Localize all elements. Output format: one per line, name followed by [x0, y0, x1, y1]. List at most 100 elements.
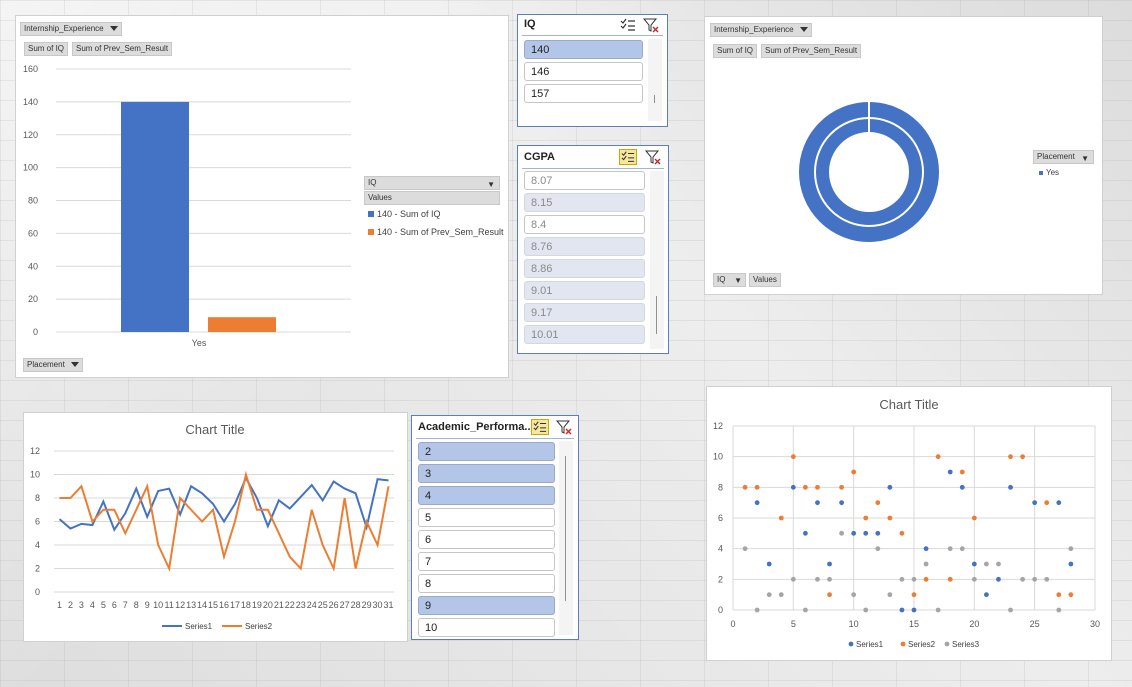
slicer-scrollbar[interactable] — [559, 441, 573, 635]
data-point — [899, 576, 905, 582]
slicer-item[interactable]: 8 — [418, 574, 555, 593]
data-point — [984, 592, 989, 598]
data-point — [827, 592, 832, 598]
data-point — [911, 607, 917, 613]
slicer-item[interactable]: 3 — [418, 464, 555, 483]
scatter-chart[interactable]: Chart Title 0 2 4 6 8 10 12 0 5 10 15 20 25 30 Series1… — [706, 386, 1112, 661]
x-tick-label: 13 — [186, 600, 196, 610]
value-button-sum-iq[interactable]: Sum of IQ — [24, 42, 69, 56]
slicer-item[interactable]: 5 — [418, 508, 555, 527]
data-point — [851, 530, 857, 536]
clear-filter-icon[interactable] — [644, 149, 662, 165]
legend-swatch — [1039, 170, 1043, 175]
data-point — [803, 484, 808, 490]
data-point — [947, 469, 953, 475]
scrollbar-thumb[interactable] — [654, 95, 655, 103]
slicer-item[interactable]: 2 — [418, 442, 555, 461]
data-point — [923, 546, 929, 552]
slicer-iq[interactable]: IQ 140 146 157 — [517, 14, 668, 127]
multi-select-icon[interactable] — [531, 419, 549, 435]
x-tick-label: 5 — [101, 600, 106, 610]
slicer-item[interactable]: 10 — [418, 618, 555, 637]
x-tick-label: 20 — [263, 600, 273, 610]
data-point — [959, 484, 965, 490]
scrollbar-thumb[interactable] — [656, 296, 657, 334]
x-tick-label: 15 — [208, 600, 218, 610]
slicer-item[interactable]: 140 — [524, 40, 643, 59]
filter-button-internship-experience[interactable]: Internship_Experience — [710, 23, 812, 37]
legend-field-placement[interactable]: Placement ▼ — [1033, 150, 1094, 164]
data-point — [803, 530, 808, 536]
axis-button-placement[interactable]: Placement — [23, 358, 83, 372]
x-tick-label: 18 — [241, 600, 251, 610]
y-tick-label: 160 — [23, 64, 38, 74]
y-tick-label: 120 — [23, 130, 38, 140]
slicer-item[interactable]: 8.15 — [524, 193, 645, 212]
line-chart[interactable]: Chart Title 0 2 4 6 8 10 12 1 2 3 4 5 6 7 8 9 10 11 12 13 14… — [23, 412, 408, 642]
slicer-item[interactable]: 6 — [418, 530, 555, 549]
slicer-item[interactable]: 10.01 — [524, 325, 645, 344]
data-point — [959, 546, 965, 552]
legend-item: Yes — [1039, 168, 1059, 177]
legend-field-label: IQ — [368, 178, 377, 187]
data-point — [899, 607, 905, 613]
data-point — [971, 576, 977, 582]
slicer-item[interactable]: 146 — [524, 62, 643, 81]
slicer-item[interactable]: 9.17 — [524, 303, 645, 322]
x-tick-label: 20 — [969, 619, 979, 629]
data-point — [1056, 607, 1062, 613]
slicer-cgpa[interactable]: CGPA 8.07 8.15 8.4 8.76 8.86 9.01 9.17 1… — [517, 145, 669, 354]
slicer-item[interactable]: 8.07 — [524, 171, 645, 190]
slicer-item[interactable]: 8.4 — [524, 215, 645, 234]
multi-select-icon[interactable] — [619, 17, 637, 33]
clear-filter-icon[interactable] — [555, 419, 573, 435]
slicer-item[interactable]: 8.76 — [524, 237, 645, 256]
filter-dropdown-icon: ▼ — [734, 276, 742, 285]
slicer-item[interactable]: 157 — [524, 84, 643, 103]
clear-filter-icon[interactable] — [642, 17, 660, 33]
series-line — [59, 470, 390, 572]
dropdown-arrow-icon — [109, 26, 118, 32]
slicer-item[interactable]: 8.86 — [524, 259, 645, 278]
legend-field-iq[interactable]: IQ ▼ — [364, 176, 500, 190]
data-point — [887, 515, 893, 521]
pivot-bar-chart[interactable]: Internship_Experience Sum of IQ Sum of P… — [15, 15, 509, 378]
slicer-item[interactable]: 9.01 — [524, 281, 645, 300]
value-button-sum-prev-sem[interactable]: Sum of Prev_Sem_Result — [72, 42, 173, 56]
x-tick-label: 6 — [112, 600, 117, 610]
slicer-divider — [522, 35, 663, 36]
axis-button-iq[interactable]: IQ ▼ — [713, 273, 746, 287]
slicer-scrollbar[interactable] — [650, 171, 664, 349]
slicer-scrollbar[interactable] — [648, 39, 662, 121]
values-button[interactable]: Values — [749, 273, 781, 287]
multi-select-icon[interactable] — [619, 149, 637, 165]
y-tick-label: 2 — [35, 564, 40, 574]
value-button-sum-prev-sem[interactable]: Sum of Prev_Sem_Result — [761, 44, 862, 58]
slicer-item[interactable]: 4 — [418, 486, 555, 505]
data-point — [851, 592, 857, 598]
data-point — [996, 576, 1001, 582]
data-point — [1032, 576, 1038, 582]
slicer-item[interactable]: 7 — [418, 552, 555, 571]
scrollbar-thumb[interactable] — [565, 456, 566, 601]
y-tick-label: 10 — [30, 470, 40, 480]
data-point — [1068, 561, 1074, 567]
slicer-title: IQ — [524, 18, 536, 30]
y-tick-label: 60 — [28, 228, 38, 238]
legend-item: 140 - Sum of Prev_Sem_Result — [368, 227, 504, 237]
data-point — [899, 530, 905, 536]
data-point — [863, 607, 869, 613]
data-point — [742, 484, 748, 490]
value-button-sum-iq[interactable]: Sum of IQ — [713, 44, 758, 58]
filter-button-internship-experience[interactable]: Internship_Experience — [20, 22, 122, 36]
x-tick-label: 26 — [329, 600, 339, 610]
x-tick-label: 25 — [1030, 619, 1040, 629]
slicer-academic-performance[interactable]: Academic_Performa... 2 3 4 5 6 7 8 9 10 — [411, 415, 579, 640]
legend-label: Yes — [1046, 168, 1060, 177]
pivot-donut-chart[interactable]: Internship_Experience Sum of IQ Sum of P… — [704, 16, 1103, 295]
bar-plot-area: 0 20 40 60 80 100 120 140 160 Yes — [23, 64, 351, 348]
data-point — [790, 484, 796, 490]
slicer-item[interactable]: 9 — [418, 596, 555, 615]
data-point — [923, 576, 929, 582]
